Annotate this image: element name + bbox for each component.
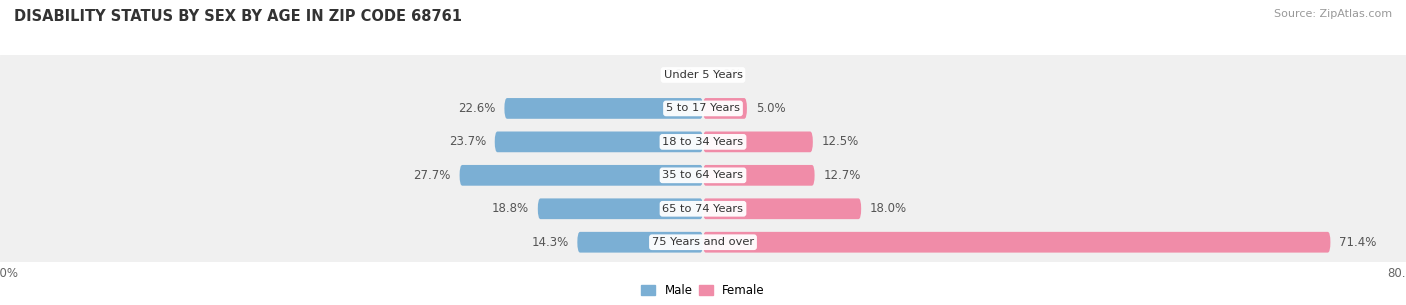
FancyBboxPatch shape	[505, 98, 703, 119]
Text: 0.0%: 0.0%	[665, 68, 695, 81]
Text: Under 5 Years: Under 5 Years	[664, 70, 742, 80]
FancyBboxPatch shape	[0, 45, 1406, 172]
Text: 71.4%: 71.4%	[1340, 236, 1376, 249]
Text: Source: ZipAtlas.com: Source: ZipAtlas.com	[1274, 9, 1392, 19]
FancyBboxPatch shape	[578, 232, 703, 253]
FancyBboxPatch shape	[0, 111, 1406, 239]
FancyBboxPatch shape	[703, 232, 1330, 253]
Text: 12.5%: 12.5%	[821, 135, 859, 148]
FancyBboxPatch shape	[703, 98, 747, 119]
FancyBboxPatch shape	[495, 131, 703, 152]
Text: 27.7%: 27.7%	[413, 169, 451, 182]
FancyBboxPatch shape	[460, 165, 703, 186]
Text: DISABILITY STATUS BY SEX BY AGE IN ZIP CODE 68761: DISABILITY STATUS BY SEX BY AGE IN ZIP C…	[14, 9, 463, 24]
Text: 14.3%: 14.3%	[531, 236, 568, 249]
Text: 18 to 34 Years: 18 to 34 Years	[662, 137, 744, 147]
FancyBboxPatch shape	[703, 199, 860, 219]
FancyBboxPatch shape	[537, 199, 703, 219]
Text: 23.7%: 23.7%	[449, 135, 486, 148]
Text: 5.0%: 5.0%	[756, 102, 786, 115]
FancyBboxPatch shape	[703, 165, 814, 186]
Text: 65 to 74 Years: 65 to 74 Years	[662, 204, 744, 214]
FancyBboxPatch shape	[0, 145, 1406, 273]
Text: 12.7%: 12.7%	[824, 169, 860, 182]
Text: 18.0%: 18.0%	[870, 202, 907, 215]
Text: 75 Years and over: 75 Years and over	[652, 237, 754, 247]
Text: 5 to 17 Years: 5 to 17 Years	[666, 103, 740, 113]
FancyBboxPatch shape	[0, 178, 1406, 305]
Text: 0.0%: 0.0%	[711, 68, 741, 81]
Text: 35 to 64 Years: 35 to 64 Years	[662, 170, 744, 180]
Text: 18.8%: 18.8%	[492, 202, 529, 215]
FancyBboxPatch shape	[0, 78, 1406, 206]
FancyBboxPatch shape	[0, 11, 1406, 139]
Legend: Male, Female: Male, Female	[637, 280, 769, 302]
Text: 22.6%: 22.6%	[458, 102, 496, 115]
FancyBboxPatch shape	[703, 131, 813, 152]
